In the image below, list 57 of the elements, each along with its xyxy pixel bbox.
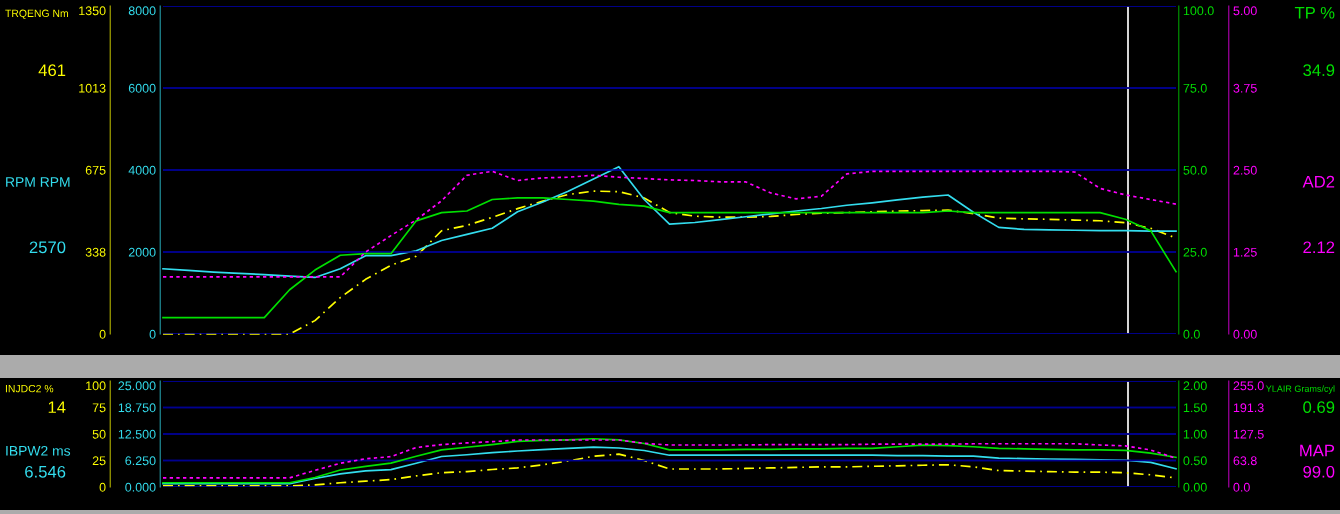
y-tick-label: 75.0 [1183, 83, 1207, 93]
text: INJDC2 % [5, 384, 54, 393]
y2-tick-label: 4000 [128, 165, 156, 175]
y-tick-label: 1.00 [1183, 429, 1207, 439]
y-tick-label: 0.50 [1183, 456, 1207, 466]
y-tick-label: 50 [92, 429, 106, 439]
y2-tick-label: 0 [149, 329, 156, 339]
text: 34.9 [1303, 64, 1335, 77]
y2-tick-label: 2000 [128, 247, 156, 257]
y2-tick-label: 6000 [128, 83, 156, 93]
text: 0.69 [1303, 401, 1335, 414]
text: 2.12 [1303, 241, 1335, 254]
y-tick-label: 0.00 [1183, 482, 1207, 492]
y-tick-label: 338 [85, 247, 106, 257]
y2-tick-label: 5.00 [1233, 6, 1257, 16]
y-tick-label: 0 [99, 482, 106, 492]
y2-tick-label: 0.0 [1233, 482, 1250, 492]
line-series [162, 197, 1177, 319]
text: YLAIR Grams/cyl [1265, 385, 1335, 394]
text: 14 [48, 401, 66, 413]
y-tick-label: 1013 [79, 83, 106, 93]
text: IBPW2 ms [6, 445, 71, 456]
y2-tick-label: 3.75 [1233, 83, 1257, 93]
y-tick-label: 675 [85, 165, 106, 175]
y-tick-label: 50.0 [1183, 165, 1207, 175]
y2-tick-label: 25.000 [118, 381, 156, 391]
y2-tick-label: 8000 [128, 6, 156, 16]
text: 6.546 [25, 465, 66, 478]
text: 99.0 [1303, 465, 1335, 478]
y-tick-label: 0.0 [1183, 329, 1200, 339]
text: TRQENG Nm [5, 9, 68, 19]
y2-tick-label: 12.500 [118, 429, 156, 439]
y-tick-label: 100.0 [1183, 6, 1214, 16]
y-tick-label: 0 [99, 329, 106, 339]
y2-tick-label: 6.250 [125, 456, 156, 466]
text: 461 [38, 64, 66, 77]
y2-tick-label: 0.000 [125, 482, 156, 492]
y2-tick-label: 127.5 [1233, 429, 1264, 439]
y-tick-label: 100 [86, 381, 106, 391]
text: AD2 [1302, 175, 1335, 188]
y-tick-label: 75 [92, 403, 106, 413]
y2-tick-label: 1.25 [1233, 247, 1257, 257]
y-tick-label: 2.00 [1183, 381, 1207, 391]
y2-tick-label: 0.00 [1233, 329, 1257, 339]
y2-tick-label: 18.750 [118, 403, 156, 413]
text: TP % [1294, 6, 1335, 19]
y-tick-label: 1.50 [1183, 403, 1207, 413]
y2-tick-label: 2.50 [1233, 165, 1257, 175]
text: MAP [1300, 444, 1335, 457]
y-tick-label: 25.0 [1183, 247, 1207, 257]
y2-tick-label: 191.3 [1233, 403, 1264, 413]
text: 2570 [29, 241, 66, 254]
y-tick-label: 25 [92, 456, 106, 466]
text: RPM RPM [6, 177, 70, 187]
y-tick-label: 1350 [79, 6, 106, 16]
y2-tick-label: 63.8 [1233, 456, 1257, 466]
y2-tick-label: 255.0 [1233, 381, 1264, 391]
